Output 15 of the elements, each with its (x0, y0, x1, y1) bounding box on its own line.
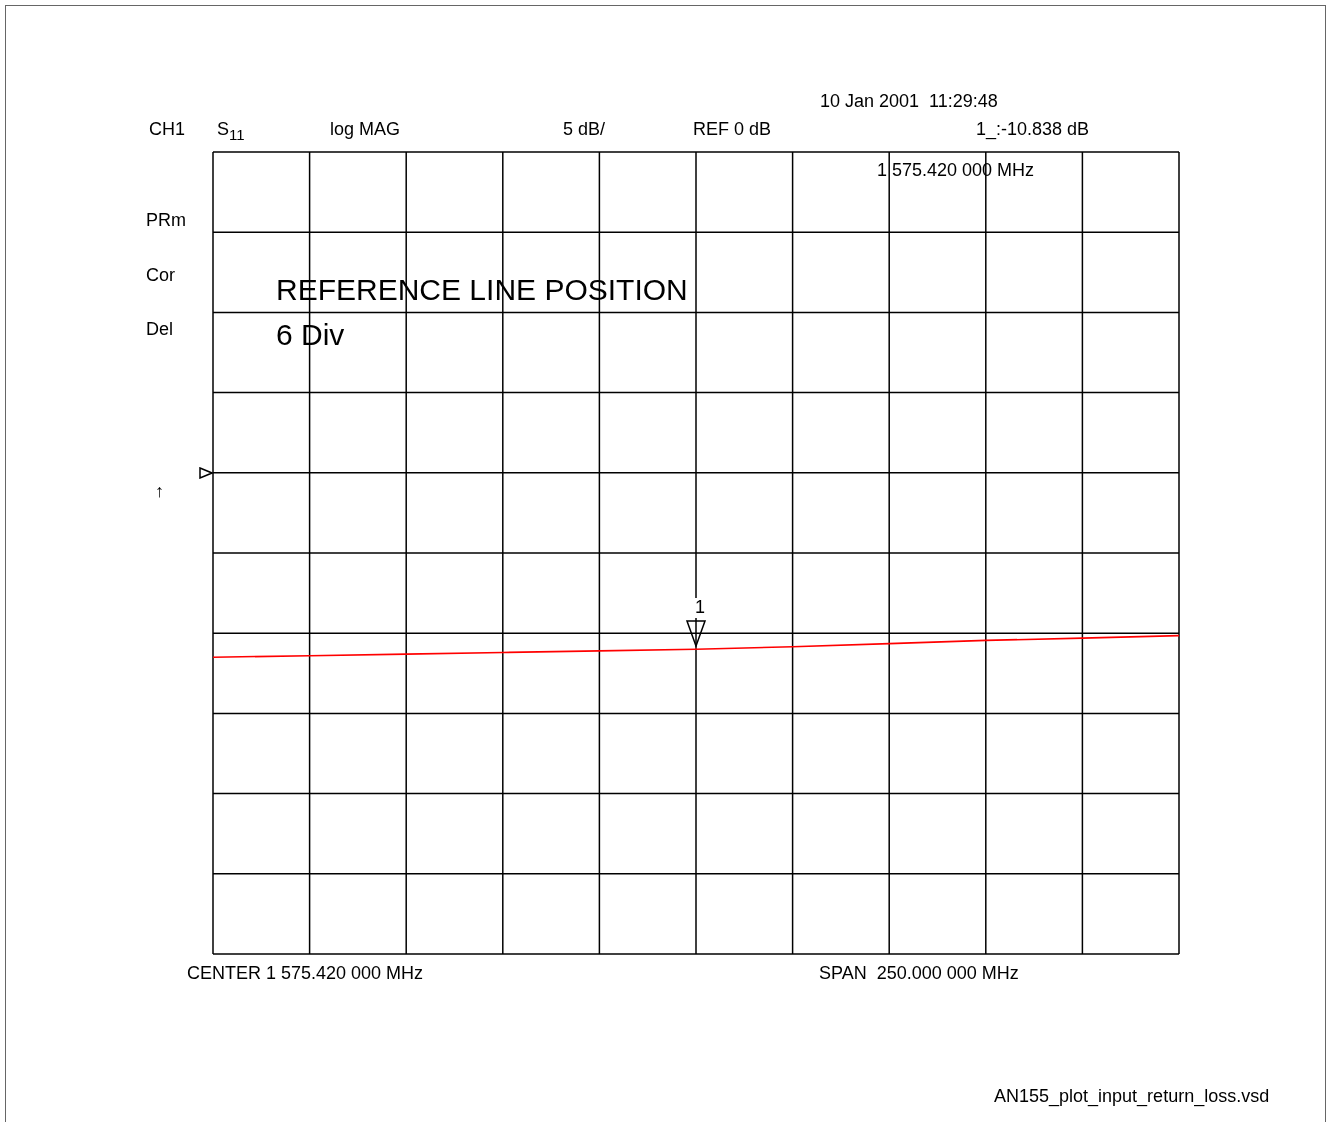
text: S$_{11}$ (217, 119, 245, 144)
text: Cor (146, 265, 176, 286)
text: 5 dB/ (563, 119, 606, 140)
text: 1_:-10.838 dB (976, 119, 1090, 140)
text: ↑ (155, 481, 164, 502)
text: AN155_plot_input_return_loss.vsd (994, 1086, 1270, 1107)
text: log MAG (330, 119, 401, 140)
text: SPAN 250.000 000 MHz (819, 963, 1019, 984)
text: CH1 (149, 119, 186, 140)
text: REF 0 dB (693, 119, 772, 140)
text: 1 (695, 597, 706, 618)
text: PRm (146, 210, 186, 231)
text: Del (146, 319, 174, 340)
text: CENTER 1 575.420 000 MHz (187, 963, 424, 984)
text: 10 Jan 2001 11:29:48 (820, 91, 998, 112)
